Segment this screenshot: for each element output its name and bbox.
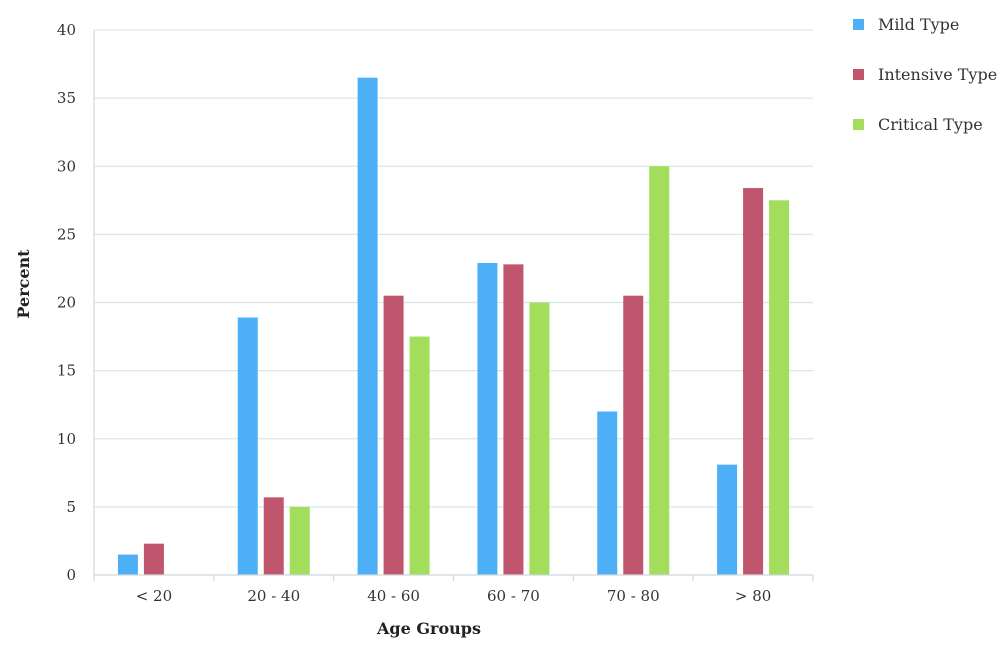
- bar-intensive-type: [263, 497, 284, 575]
- bar-critical-type: [529, 302, 550, 575]
- y-tick-label: 5: [66, 498, 76, 516]
- gridlines: [94, 29, 813, 508]
- bar-mild-type: [477, 262, 498, 575]
- bar-intensive-type: [743, 188, 764, 576]
- y-tick-label: 20: [57, 294, 76, 312]
- legend-swatch-intensive: [853, 69, 864, 80]
- bar-intensive-type: [503, 264, 524, 575]
- x-tick-label: < 20: [136, 587, 172, 605]
- x-tick-label: 40 - 60: [367, 587, 420, 605]
- legend-item-critical: Critical Type: [853, 112, 997, 137]
- bar-critical-type: [649, 166, 670, 575]
- bar-critical-type: [769, 200, 790, 575]
- legend-item-mild: Mild Type: [853, 12, 997, 37]
- y-tick-label: 35: [57, 89, 76, 107]
- legend-item-intensive: Intensive Type: [853, 62, 997, 87]
- bar-intensive-type: [383, 295, 404, 575]
- y-tick-label: 40: [57, 21, 76, 39]
- bar-mild-type: [717, 464, 738, 575]
- bar-mild-type: [597, 411, 618, 575]
- bar-critical-type: [409, 336, 430, 575]
- y-tick-label: 10: [57, 430, 76, 448]
- x-tick-label: 70 - 80: [607, 587, 660, 605]
- bar-intensive-type: [143, 543, 164, 575]
- y-tick-label: 30: [57, 157, 76, 175]
- legend-swatch-critical: [853, 119, 864, 130]
- bars: [117, 77, 790, 576]
- x-tick-label: 60 - 70: [487, 587, 540, 605]
- bar-mild-type: [237, 317, 258, 575]
- y-axis-title: Percent: [14, 249, 33, 319]
- x-axis-title: Age Groups: [376, 619, 481, 638]
- y-tick-label: 25: [57, 225, 76, 243]
- x-tick-label: > 80: [735, 587, 771, 605]
- bar-mild-type: [117, 554, 138, 575]
- bar-critical-type: [289, 506, 310, 575]
- legend-label-critical: Critical Type: [878, 115, 983, 134]
- legend-label-mild: Mild Type: [878, 15, 960, 34]
- y-tick-label: 0: [66, 566, 76, 584]
- legend-label-intensive: Intensive Type: [878, 65, 998, 84]
- bar-mild-type: [357, 77, 378, 575]
- bar-intensive-type: [623, 295, 644, 575]
- y-tick-label: 15: [57, 362, 76, 380]
- legend: Mild Type Intensive Type Critical Type: [853, 12, 997, 162]
- axes: 0 5 10 15 20 25 30 35 40 < 20 20 - 40 40 - 60 60 - 7…: [57, 21, 814, 605]
- legend-swatch-mild: [853, 19, 864, 30]
- x-tick-label: 20 - 40: [247, 587, 300, 605]
